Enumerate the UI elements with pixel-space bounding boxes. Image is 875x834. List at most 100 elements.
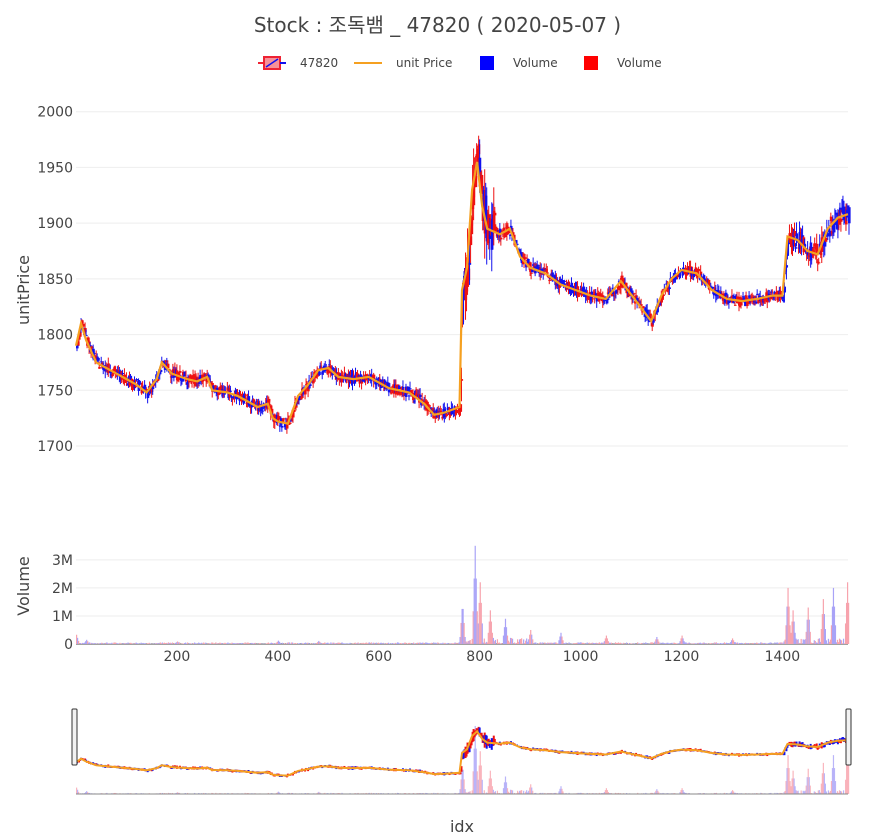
volume-bar [164,643,167,644]
volume-bar [323,643,325,644]
candle-body [430,407,433,412]
range-slider[interactable] [71,708,852,795]
volume-bar [159,642,161,644]
slider-volume-bar [540,792,542,794]
volume-bar [654,641,656,644]
slider-handle-left[interactable] [71,708,78,766]
volume-bar [212,642,214,644]
volume-bar [343,643,345,644]
candle-body [402,393,406,396]
candle-body [82,323,85,327]
candle-body [787,238,791,245]
volume-bar [165,642,168,644]
volume-bar [375,642,377,644]
candle-body [520,252,523,261]
candle-body [354,373,358,375]
slider-volume-bar [790,786,792,794]
volume-bar [664,643,666,644]
candle-body [614,290,618,294]
candle-body [543,268,546,270]
volume-bar [547,642,549,644]
candle-body [389,392,393,394]
candle-body [439,410,442,413]
candle-body [192,375,195,379]
slider-volume-bar [511,790,514,794]
volume-bar [368,642,370,644]
slider-volume-bar [561,788,563,794]
candle-body [207,374,210,378]
volume-bar [739,642,741,644]
volume-bar [516,639,519,644]
candle-body [762,296,765,303]
volume-bar [91,642,93,644]
volume-bar [836,639,839,644]
candle-body [135,379,139,381]
candle-body [751,296,754,298]
volume-bar [178,642,181,644]
volume-bar [386,643,389,644]
slider-volume-bar [652,792,654,794]
volume-bar [610,642,613,644]
volume-bar [606,638,609,644]
volume-bar [783,641,785,644]
candle-body [145,389,149,391]
candle-body [508,234,512,236]
volume-bar [597,643,599,644]
candle-body [662,294,665,296]
volume-bar [221,642,223,644]
candle-body [93,352,96,354]
candle-body [231,398,235,400]
candle-body [470,216,474,235]
volume-bar [307,642,309,644]
legend-label: Volume [513,56,558,70]
candle-body [245,402,249,404]
candle-body [399,392,403,394]
candle-body [829,216,833,221]
volume-bar [93,643,95,644]
candle-body [745,295,748,300]
candle-body [358,375,362,384]
volume-bar [316,642,318,644]
slider-volume-bar [814,791,816,794]
candle-body [565,286,569,290]
candle-body [769,294,772,300]
candle-body [754,296,757,299]
volume-bar [430,643,432,644]
volume-bar [809,631,811,644]
volume-bar [577,642,579,644]
volume-bar [561,636,563,644]
candle-body [638,301,641,303]
volume-bar [184,642,187,644]
slider-volume-bar [729,792,732,794]
candle-body [434,412,437,419]
slider-volume-bar [835,792,838,794]
slider-volume-bar [278,792,281,794]
slider-volume-bar [493,792,495,794]
volume-bar [189,643,191,644]
candle-body [232,397,236,399]
volume-bar [234,643,236,644]
slider-handle-right[interactable] [845,708,852,766]
slider-volume-bar [834,781,837,794]
unit-price-path [74,161,849,425]
volume-bar [797,639,799,644]
volume-bar [671,642,673,644]
volume-bar [78,640,80,644]
slider-volume-bar [486,792,488,794]
volume-bar [474,545,476,644]
volume-bar [190,643,192,644]
volume-bar [111,642,113,644]
slider-volume-bar [171,792,174,794]
candle-body [472,174,476,206]
candle-body [827,228,831,231]
volume-bar [528,639,530,644]
volume-bar [506,635,509,644]
candle-body [507,230,511,234]
volume-bar [463,622,465,644]
volume-bar [109,643,111,644]
volume-bar [170,643,173,644]
candle-body [455,409,459,414]
volume-bar [527,641,529,644]
volume-bar [328,643,330,644]
